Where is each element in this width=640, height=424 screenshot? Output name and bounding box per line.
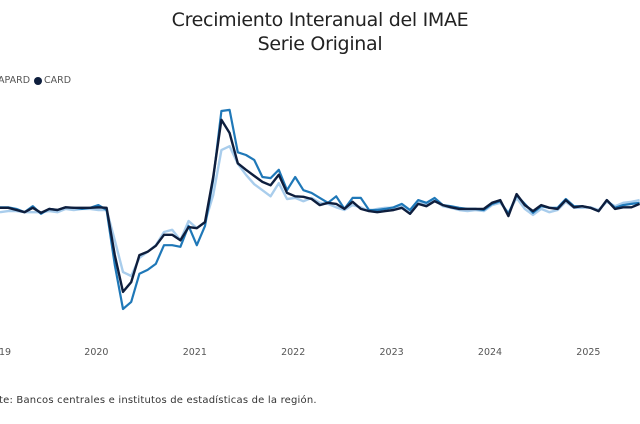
legend-item-apard[interactable]: APARD — [0, 75, 30, 86]
x-tick-label: 2025 — [576, 347, 601, 358]
legend-label-apard: APARD — [0, 75, 31, 86]
x-tick-label: 19 — [0, 347, 12, 358]
legend-item-card[interactable]: CARD — [34, 75, 71, 86]
chart-subtitle: Serie Original — [257, 33, 383, 55]
x-tick-label: 2023 — [379, 347, 404, 358]
source-note: te: Bancos centrales e institutos de est… — [0, 395, 317, 406]
x-tick-label: 2024 — [477, 347, 503, 358]
legend-label-card: CARD — [44, 75, 72, 86]
x-tick-label: 2021 — [182, 347, 207, 358]
chart-legend: APARD CARD — [0, 75, 75, 86]
series-line-card — [0, 118, 640, 294]
series-line-series-1 — [0, 144, 640, 278]
x-tick-label: 2022 — [281, 347, 306, 358]
legend-marker-card-icon — [34, 76, 43, 85]
chart-title: Crecimiento Interanual del IMAE — [171, 9, 469, 31]
x-tick-label: 2020 — [84, 347, 109, 358]
